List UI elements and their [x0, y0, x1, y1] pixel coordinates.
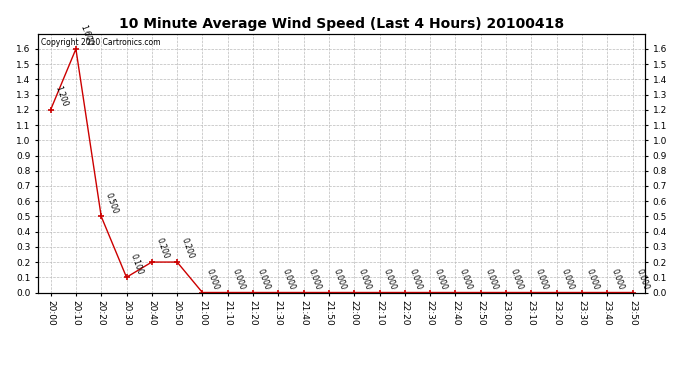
Text: 0.000: 0.000	[306, 267, 322, 291]
Text: 0.000: 0.000	[281, 267, 297, 291]
Text: 0.000: 0.000	[205, 267, 221, 291]
Text: 1.200: 1.200	[53, 85, 69, 108]
Text: 0.000: 0.000	[357, 267, 373, 291]
Title: 10 Minute Average Wind Speed (Last 4 Hours) 20100418: 10 Minute Average Wind Speed (Last 4 Hou…	[119, 17, 564, 31]
Text: 0.000: 0.000	[255, 267, 271, 291]
Text: 0.000: 0.000	[584, 267, 600, 291]
Text: 0.000: 0.000	[331, 267, 347, 291]
Text: 0.100: 0.100	[129, 252, 145, 276]
Text: 0.000: 0.000	[610, 267, 626, 291]
Text: 0.200: 0.200	[179, 237, 195, 261]
Text: 0.000: 0.000	[230, 267, 246, 291]
Text: 0.000: 0.000	[635, 267, 651, 291]
Text: 0.000: 0.000	[483, 267, 499, 291]
Text: 0.000: 0.000	[433, 267, 448, 291]
Text: 0.200: 0.200	[155, 237, 170, 261]
Text: 0.000: 0.000	[534, 267, 550, 291]
Text: 0.000: 0.000	[458, 267, 474, 291]
Text: Copyright 2010 Cartronics.com: Copyright 2010 Cartronics.com	[41, 38, 161, 46]
Text: 0.000: 0.000	[509, 267, 524, 291]
Text: 0.000: 0.000	[407, 267, 423, 291]
Text: 0.000: 0.000	[559, 267, 575, 291]
Text: 0.000: 0.000	[382, 267, 398, 291]
Text: 1.600: 1.600	[79, 24, 95, 48]
Text: 0.500: 0.500	[104, 191, 119, 215]
